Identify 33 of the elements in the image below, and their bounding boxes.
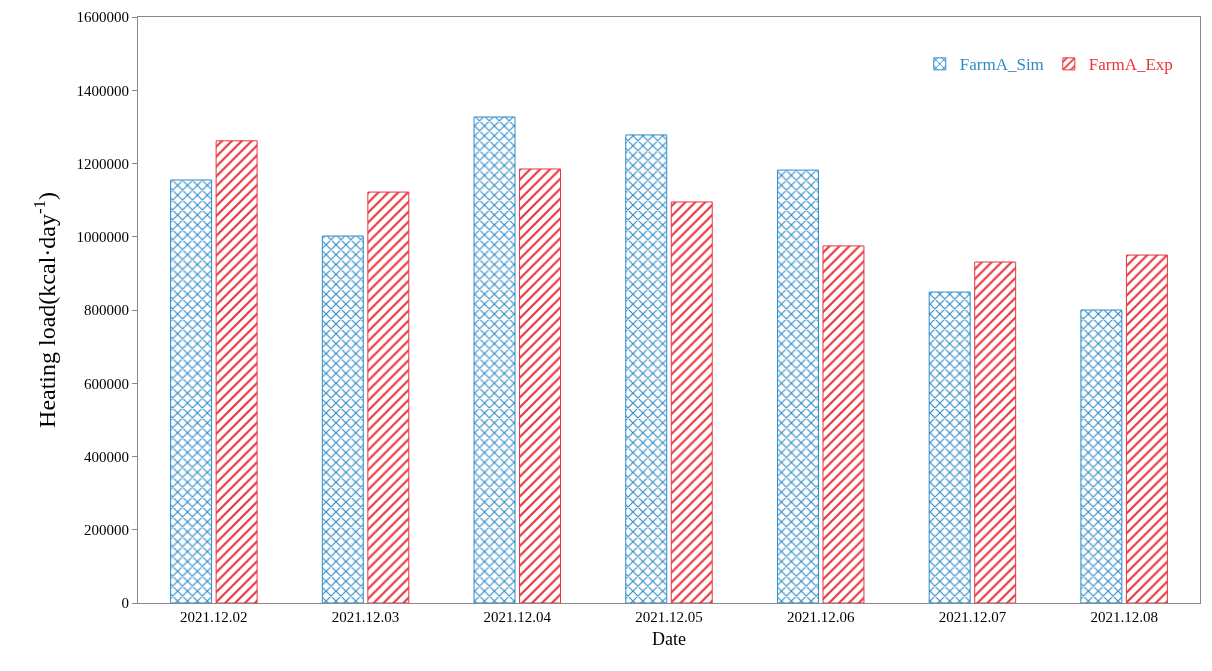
x-tick-label: 2021.12.07 [938,609,1007,625]
x-tick-label: 2021.12.06 [786,609,855,625]
text: FarmA_Sim [959,55,1044,75]
bar [170,179,213,603]
bar [928,291,971,603]
y-tick-label: 1200000 [76,155,129,172]
y-tick-label: 600000 [84,375,129,392]
bar [670,201,713,603]
x-axis-title: Date [652,629,686,650]
y-tick-label: 0 [121,595,129,612]
y-tick-label: 800000 [84,302,129,319]
bar [321,235,364,603]
y-tick-label: 1400000 [76,82,129,99]
bar [1080,309,1123,603]
bar [473,116,516,603]
x-tick-label: 2021.12.03 [331,609,400,625]
x-tick-label: 2021.12.05 [635,609,703,625]
y-tick-label: 1000000 [76,229,129,245]
bar [215,140,258,603]
x-tick-label: 2021.12.04 [483,609,552,625]
bar [1125,254,1168,603]
bar [625,134,668,603]
text: FarmA_Exp [1088,55,1173,75]
bar [822,245,865,603]
bar [367,191,410,603]
bar [519,168,562,603]
y-tick-label: 200000 [84,522,129,538]
y-tick-label: 400000 [84,448,129,465]
bar [974,261,1017,603]
y-tick-label: 1600000 [76,9,129,26]
bar [776,169,819,603]
x-tick-label: 2021.12.02 [180,609,248,625]
x-tick-label: 2021.12.08 [1090,609,1158,625]
